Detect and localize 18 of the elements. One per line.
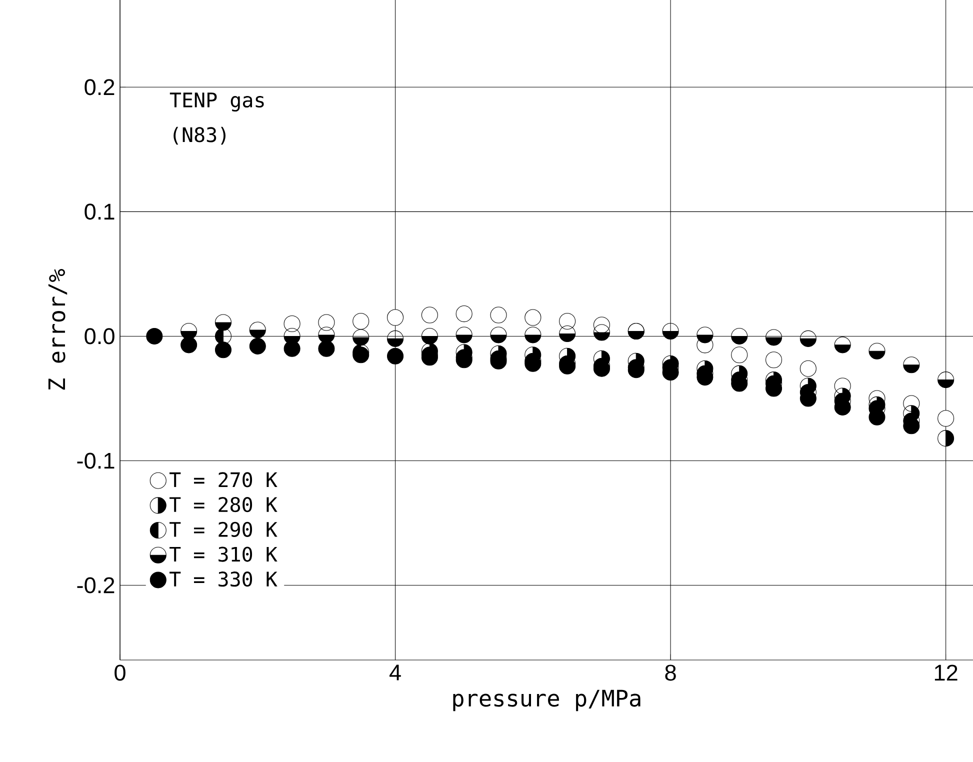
- legend-label: T = 270 K: [170, 472, 278, 488]
- annotation: (N83): [174, 126, 226, 145]
- y-tick-label: 0.0: [84, 328, 114, 344]
- y-axis-title: Z error/%: [48, 268, 68, 390]
- annotation: TENP gas: [170, 92, 264, 112]
- legend-label: T = 290 K: [170, 522, 278, 537]
- y-tick-label: 0.2: [84, 79, 114, 96]
- x-axis-title: pressure p/MPa: [453, 690, 640, 712]
- legend-label: T = 310 K: [170, 546, 278, 562]
- y-tick-label: -0.2: [77, 577, 114, 594]
- x-tick-label: 8: [665, 664, 676, 681]
- y-tick-label: 0.1: [84, 204, 114, 220]
- y-tick-label: -0.1: [77, 452, 114, 469]
- x-tick-label: 0: [114, 664, 126, 681]
- legend-label: T = 330 K: [170, 572, 278, 587]
- x-tick-label: 4: [389, 664, 401, 680]
- legend-label: T = 280 K: [170, 497, 278, 512]
- x-tick-label: 12: [934, 664, 958, 681]
